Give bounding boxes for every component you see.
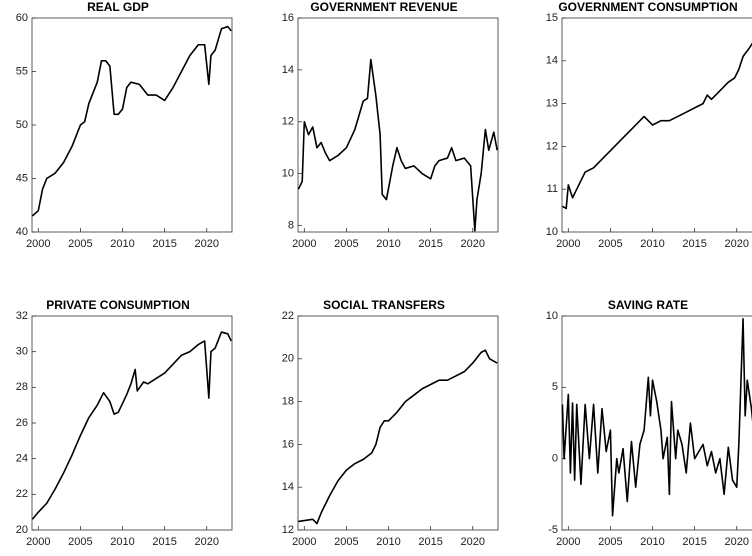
x-tick-label: 2015 (152, 536, 176, 548)
y-tick-label: 0 (552, 453, 558, 465)
y-tick-label: 60 (16, 12, 28, 24)
x-tick-label: 2005 (334, 238, 358, 250)
x-tick-label: 2000 (556, 536, 580, 548)
x-tick-label: 2015 (682, 536, 706, 548)
x-tick-label: 2005 (598, 536, 622, 548)
y-tick-label: 12 (282, 524, 294, 536)
y-tick-label: 16 (282, 12, 294, 24)
x-tick-label: 2020 (194, 238, 218, 250)
x-tick-label: 2015 (418, 238, 442, 250)
panel-title: SAVING RATE (608, 298, 688, 312)
y-tick-label: 16 (282, 438, 294, 450)
x-tick-label: 2015 (152, 238, 176, 250)
panel-title: SOCIAL TRANSFERS (323, 298, 445, 312)
data-line (31, 331, 232, 520)
x-tick-label: 2000 (26, 238, 50, 250)
y-tick-label: 40 (16, 226, 28, 238)
x-tick-label: 2010 (110, 238, 134, 250)
plot-frame (31, 315, 233, 531)
panel: SOCIAL TRANSFERS 12 14 16 18 20 22 2000 2005 2010… (282, 298, 499, 548)
y-tick-label: 10 (546, 310, 558, 322)
y-tick-label: 10 (546, 226, 558, 238)
x-tick-label: 2010 (376, 238, 400, 250)
x-tick-label: 2005 (598, 238, 622, 250)
x-tick-label: 2020 (460, 536, 484, 548)
x-tick-label: 2020 (460, 238, 484, 250)
x-tick-label: 2010 (376, 536, 400, 548)
y-tick-label: 30 (16, 346, 28, 358)
y-tick-label: 18 (282, 396, 294, 408)
panel-title: GOVERNMENT REVENUE (310, 0, 457, 14)
x-tick-label: 2020 (724, 536, 748, 548)
y-tick-label: 32 (16, 310, 28, 322)
plot-frame (561, 17, 752, 233)
y-tick-label: 22 (282, 310, 294, 322)
y-tick-label: 55 (16, 65, 28, 77)
y-tick-label: 45 (16, 172, 28, 184)
x-tick-label: 2005 (68, 536, 92, 548)
y-tick-label: 8 (288, 219, 294, 231)
y-tick-label: -5 (548, 524, 558, 536)
y-tick-label: 26 (16, 417, 28, 429)
y-tick-label: 14 (282, 481, 294, 493)
x-tick-label: 2005 (68, 238, 92, 250)
x-tick-label: 2000 (292, 536, 316, 548)
x-tick-label: 2015 (682, 238, 706, 250)
x-tick-label: 2010 (110, 536, 134, 548)
x-tick-label: 2020 (194, 536, 218, 548)
y-tick-label: 10 (282, 168, 294, 180)
panel: GOVERNMENT CONSUMPTION 10 11 12 13 14 15 2000 20… (546, 0, 752, 250)
data-line (561, 318, 752, 517)
data-line (562, 42, 752, 210)
y-tick-label: 12 (546, 140, 558, 152)
y-tick-label: 20 (282, 353, 294, 365)
plot-frame (561, 315, 752, 531)
data-line (298, 349, 498, 525)
x-tick-label: 2010 (640, 238, 664, 250)
x-tick-label: 2000 (26, 536, 50, 548)
y-tick-label: 5 (552, 381, 558, 393)
panel: PRIVATE CONSUMPTION 20 22 24 26 28 30 32 2000 200… (16, 298, 233, 548)
x-tick-label: 2020 (724, 238, 748, 250)
y-tick-label: 12 (282, 116, 294, 128)
y-tick-label: 15 (546, 12, 558, 24)
x-tick-label: 2015 (418, 536, 442, 548)
panel: REAL GDP 40 45 50 55 60 2000 2005 2010 2015 2020 (16, 0, 233, 250)
x-tick-label: 2005 (334, 536, 358, 548)
y-tick-label: 20 (16, 524, 28, 536)
panel-title: PRIVATE CONSUMPTION (46, 298, 190, 312)
x-tick-label: 2010 (640, 536, 664, 548)
y-tick-label: 28 (16, 381, 28, 393)
x-tick-label: 2000 (292, 238, 316, 250)
panel: GOVERNMENT REVENUE 8 10 12 14 16 2000 2005 2010 2… (282, 0, 499, 250)
panel: SAVING RATE -5 0 5 10 2000 2005 2010 2015 2020 (546, 298, 752, 548)
y-tick-label: 13 (546, 98, 558, 110)
plot-frame (31, 17, 233, 233)
y-tick-label: 14 (546, 55, 558, 67)
x-tick-label: 2000 (556, 238, 580, 250)
panel-title: GOVERNMENT CONSUMPTION (558, 0, 737, 14)
y-tick-label: 22 (16, 488, 28, 500)
data-line (297, 58, 498, 232)
plot-frame (297, 315, 499, 531)
y-tick-label: 50 (16, 119, 28, 131)
y-tick-label: 11 (547, 183, 558, 195)
data-line (31, 25, 232, 217)
panel-title: REAL GDP (87, 0, 149, 14)
plot-frame (297, 17, 499, 233)
y-tick-label: 24 (16, 453, 28, 465)
y-tick-label: 14 (282, 64, 294, 76)
